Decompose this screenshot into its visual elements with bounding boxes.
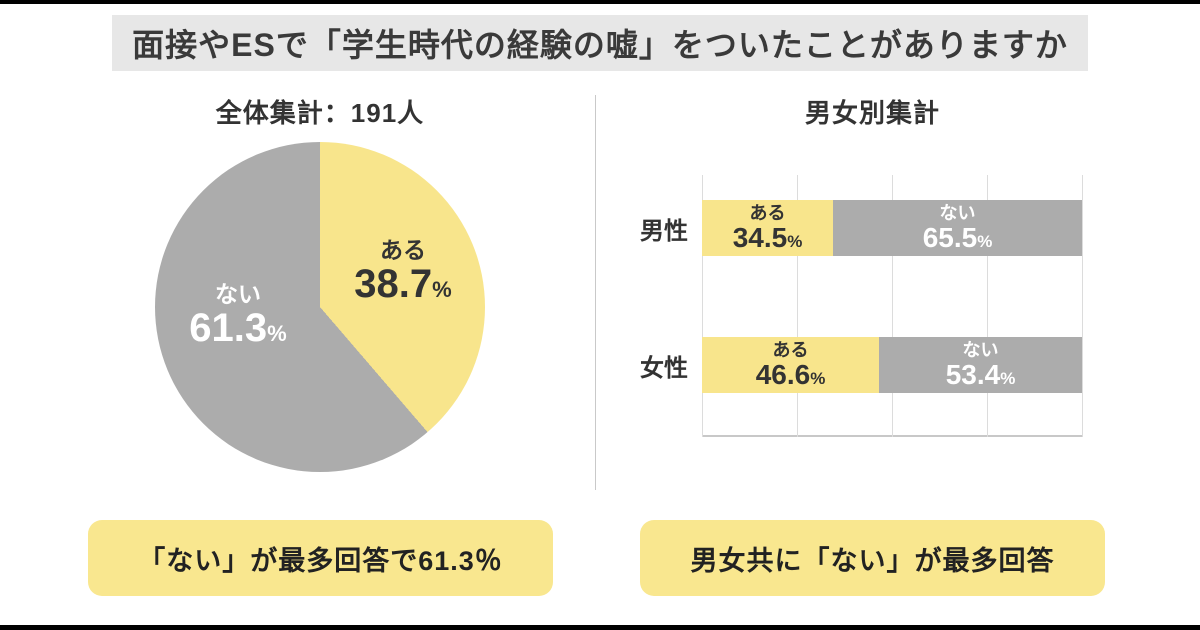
pie-label-nai: ない 61.3%	[173, 282, 303, 350]
percent-sign: %	[787, 231, 803, 251]
gridline	[702, 175, 703, 437]
value-number: 65.5	[922, 221, 978, 253]
pie-slice-value: 61.3%	[173, 305, 303, 350]
percent-sign: %	[810, 368, 826, 388]
pie-section-heading: 全体集計：191人	[215, 98, 425, 128]
bar-row: 男性 ある 34.5% ない 65.5%	[640, 200, 1082, 256]
pie-chart	[155, 142, 485, 472]
title-banner: 面接やESで「学生時代の経験の嘘」をついたことがありますか	[0, 15, 1200, 71]
bar-row: 女性 ある 46.6% ない 53.4%	[640, 337, 1082, 393]
percent-sign: %	[432, 276, 452, 302]
percent-sign: %	[267, 320, 287, 346]
pie-slice-value: 38.7%	[338, 261, 468, 306]
bar-callout: 男女共に「ない」が最多回答	[640, 520, 1105, 596]
percent-sign: %	[977, 231, 993, 251]
page-title: 面接やESで「学生時代の経験の嘘」をついたことがありますか	[112, 15, 1088, 71]
value-number: 61.3	[189, 305, 268, 350]
bar-callout-text: 男女共に「ない」が最多回答	[690, 545, 1055, 576]
segment-value: 46.6%	[756, 360, 826, 389]
gridline	[1082, 175, 1083, 437]
segment-value: 53.4%	[946, 360, 1016, 389]
pie-chart-wrap: ある 38.7% ない 61.3%	[155, 142, 485, 472]
value-number: 38.7	[354, 261, 433, 306]
segment-label: ある	[772, 339, 809, 360]
value-number: 53.4	[945, 358, 1001, 390]
bar-section-heading: 男女別集計	[804, 98, 940, 128]
gridline	[797, 175, 798, 437]
bar-segment-yes: ある 34.5%	[702, 200, 834, 256]
bar-segment-no: ない 53.4%	[879, 337, 1082, 393]
pie-label-aru: ある 38.7%	[338, 238, 468, 306]
top-border	[0, 0, 1200, 4]
segment-label: ない	[939, 202, 976, 223]
bar-category-label: 男性	[640, 217, 688, 245]
percent-sign: %	[1000, 368, 1016, 388]
value-number: 34.5	[732, 221, 788, 253]
bar-track: ある 34.5% ない 65.5%	[702, 200, 1082, 256]
segment-label: ある	[749, 202, 786, 223]
gridline	[892, 175, 893, 437]
gridline	[987, 175, 988, 437]
bar-category-label: 女性	[640, 354, 688, 382]
pie-slice-label: ない	[215, 281, 261, 307]
pie-slice-label: ある	[380, 237, 426, 263]
segment-value: 34.5%	[733, 223, 803, 252]
segment-label: ない	[962, 339, 999, 360]
bar-track: ある 46.6% ない 53.4%	[702, 337, 1082, 393]
bar-segment-no: ない 65.5%	[833, 200, 1082, 256]
bar-chart: 男性 ある 34.5% ない 65.5% 女性 ある 46.6% ない 53.4…	[640, 175, 1085, 437]
section-divider	[595, 95, 596, 490]
pie-callout-text: 「ない」が最多回答で61.3％	[138, 545, 503, 576]
bottom-border	[0, 625, 1200, 630]
value-number: 46.6	[755, 358, 811, 390]
bar-grid	[702, 175, 1083, 437]
pie-callout: 「ない」が最多回答で61.3％	[88, 520, 553, 596]
segment-value: 65.5%	[923, 223, 993, 252]
bar-segment-yes: ある 46.6%	[702, 337, 880, 393]
